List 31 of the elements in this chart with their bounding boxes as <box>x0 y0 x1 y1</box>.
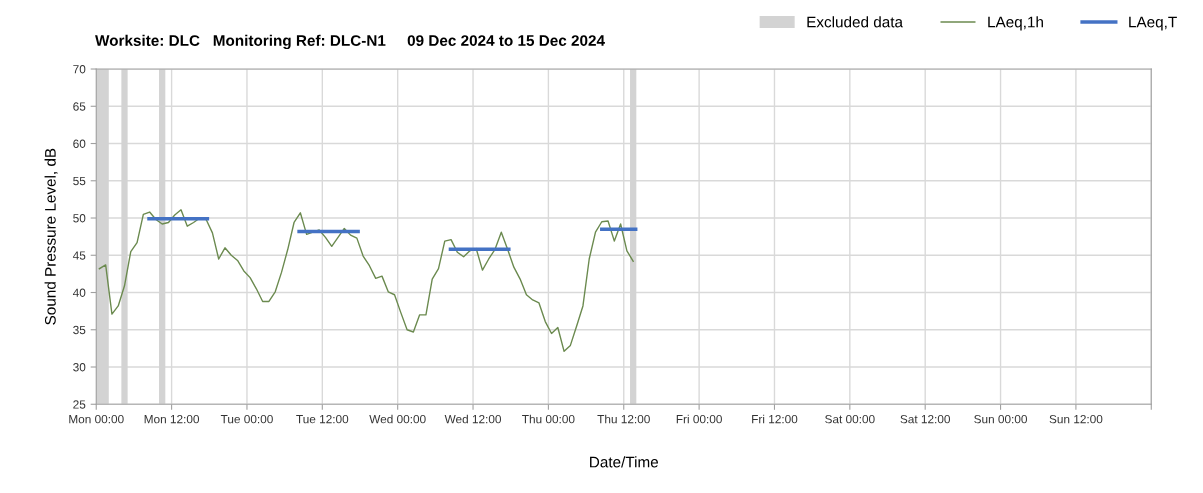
x-tick-label: Fri 12:00 <box>752 414 798 424</box>
x-tick-label: Sun 00:00 <box>974 414 1028 424</box>
chart-title: Worksite: DLC Monitoring Ref: DLC-N1 09 Dec 2024 to 15 Dec 2024 <box>95 34 605 50</box>
x-tick-label: Mon 12:00 <box>144 414 200 424</box>
legend-label: LAeq,1h <box>988 16 1043 31</box>
x-tick-label: Tue 00:00 <box>220 414 273 424</box>
x-tick-label: Mon 00:00 <box>69 414 124 424</box>
y-tick-label: 30 <box>73 363 86 372</box>
y-tick-label: 45 <box>72 251 86 260</box>
x-tick-label: Thu 12:00 <box>597 414 650 424</box>
legend-label: LAeq,T <box>1129 16 1177 31</box>
y-tick-label: 50 <box>73 214 86 223</box>
y-tick-label: 70 <box>73 65 86 74</box>
x-tick-label: Wed 12:00 <box>444 414 502 424</box>
x-axis-title: Date/Time <box>590 456 659 468</box>
x-tick-label: Tue 12:00 <box>296 414 349 424</box>
x-tick-label: Wed 00:00 <box>369 414 426 424</box>
x-tick-label: Fri 00:00 <box>676 414 722 424</box>
y-tick-label: 60 <box>73 139 86 148</box>
legend-label: Excluded data <box>807 16 903 28</box>
x-tick-label: Sat 12:00 <box>900 414 950 424</box>
y-axis-title: Sound Pressure Level, dB <box>44 148 58 325</box>
x-tick-label: Sun 12:00 <box>1049 414 1103 424</box>
y-tick-label: 35 <box>73 325 86 335</box>
x-tick-label: Sat 00:00 <box>825 414 875 424</box>
y-tick-label: 25 <box>73 400 86 409</box>
y-tick-label: 55 <box>73 176 86 186</box>
x-tick-label: Thu 00:00 <box>522 414 575 424</box>
y-tick-label: 65 <box>73 102 86 111</box>
y-tick-label: 40 <box>72 288 86 297</box>
line-series <box>98 209 634 353</box>
